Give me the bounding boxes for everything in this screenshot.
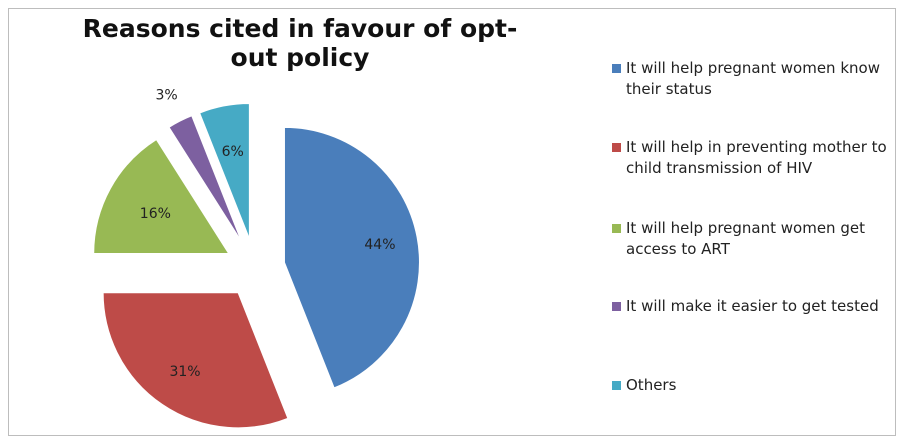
data-label-easier-testing: 3%	[155, 88, 177, 104]
data-label-know-status: 44%	[364, 237, 395, 253]
legend-swatch	[612, 302, 621, 311]
legend-label: Others	[626, 376, 677, 394]
data-label-others: 6%	[222, 144, 244, 160]
legend-label: It will help pregnant women get access t…	[626, 219, 865, 258]
slice-easier-testing	[168, 115, 242, 242]
legend-swatch	[612, 64, 621, 73]
legend-item-know-status: It will help pregnant women know their s…	[612, 58, 894, 100]
data-label-prevent-transmission: 31%	[169, 364, 200, 380]
legend-swatch	[612, 381, 621, 390]
legend-item-prevent-transmission: It will help in preventing mother to chi…	[612, 137, 894, 179]
legend-item-access-art: It will help pregnant women get access t…	[612, 218, 894, 260]
legend-label: It will make it easier to get tested	[626, 297, 879, 315]
pie-data-labels: 44% 31% 16% 3% 6%	[140, 88, 396, 380]
legend-swatch	[612, 224, 621, 233]
legend-item-easier-testing: It will make it easier to get tested	[612, 296, 894, 317]
data-label-access-art: 16%	[140, 206, 171, 222]
legend-label: It will help in preventing mother to chi…	[626, 138, 887, 177]
legend-label: It will help pregnant women know their s…	[626, 59, 880, 98]
pie-slices	[93, 103, 420, 429]
slice-access-art	[93, 138, 230, 255]
slice-prevent-transmission	[102, 292, 289, 429]
chart-title: Reasons cited in favour of opt-out polic…	[82, 14, 518, 72]
legend-swatch	[612, 143, 621, 152]
legend-item-others: Others	[612, 375, 894, 396]
slice-others	[199, 103, 250, 239]
slice-know-status	[283, 126, 420, 389]
